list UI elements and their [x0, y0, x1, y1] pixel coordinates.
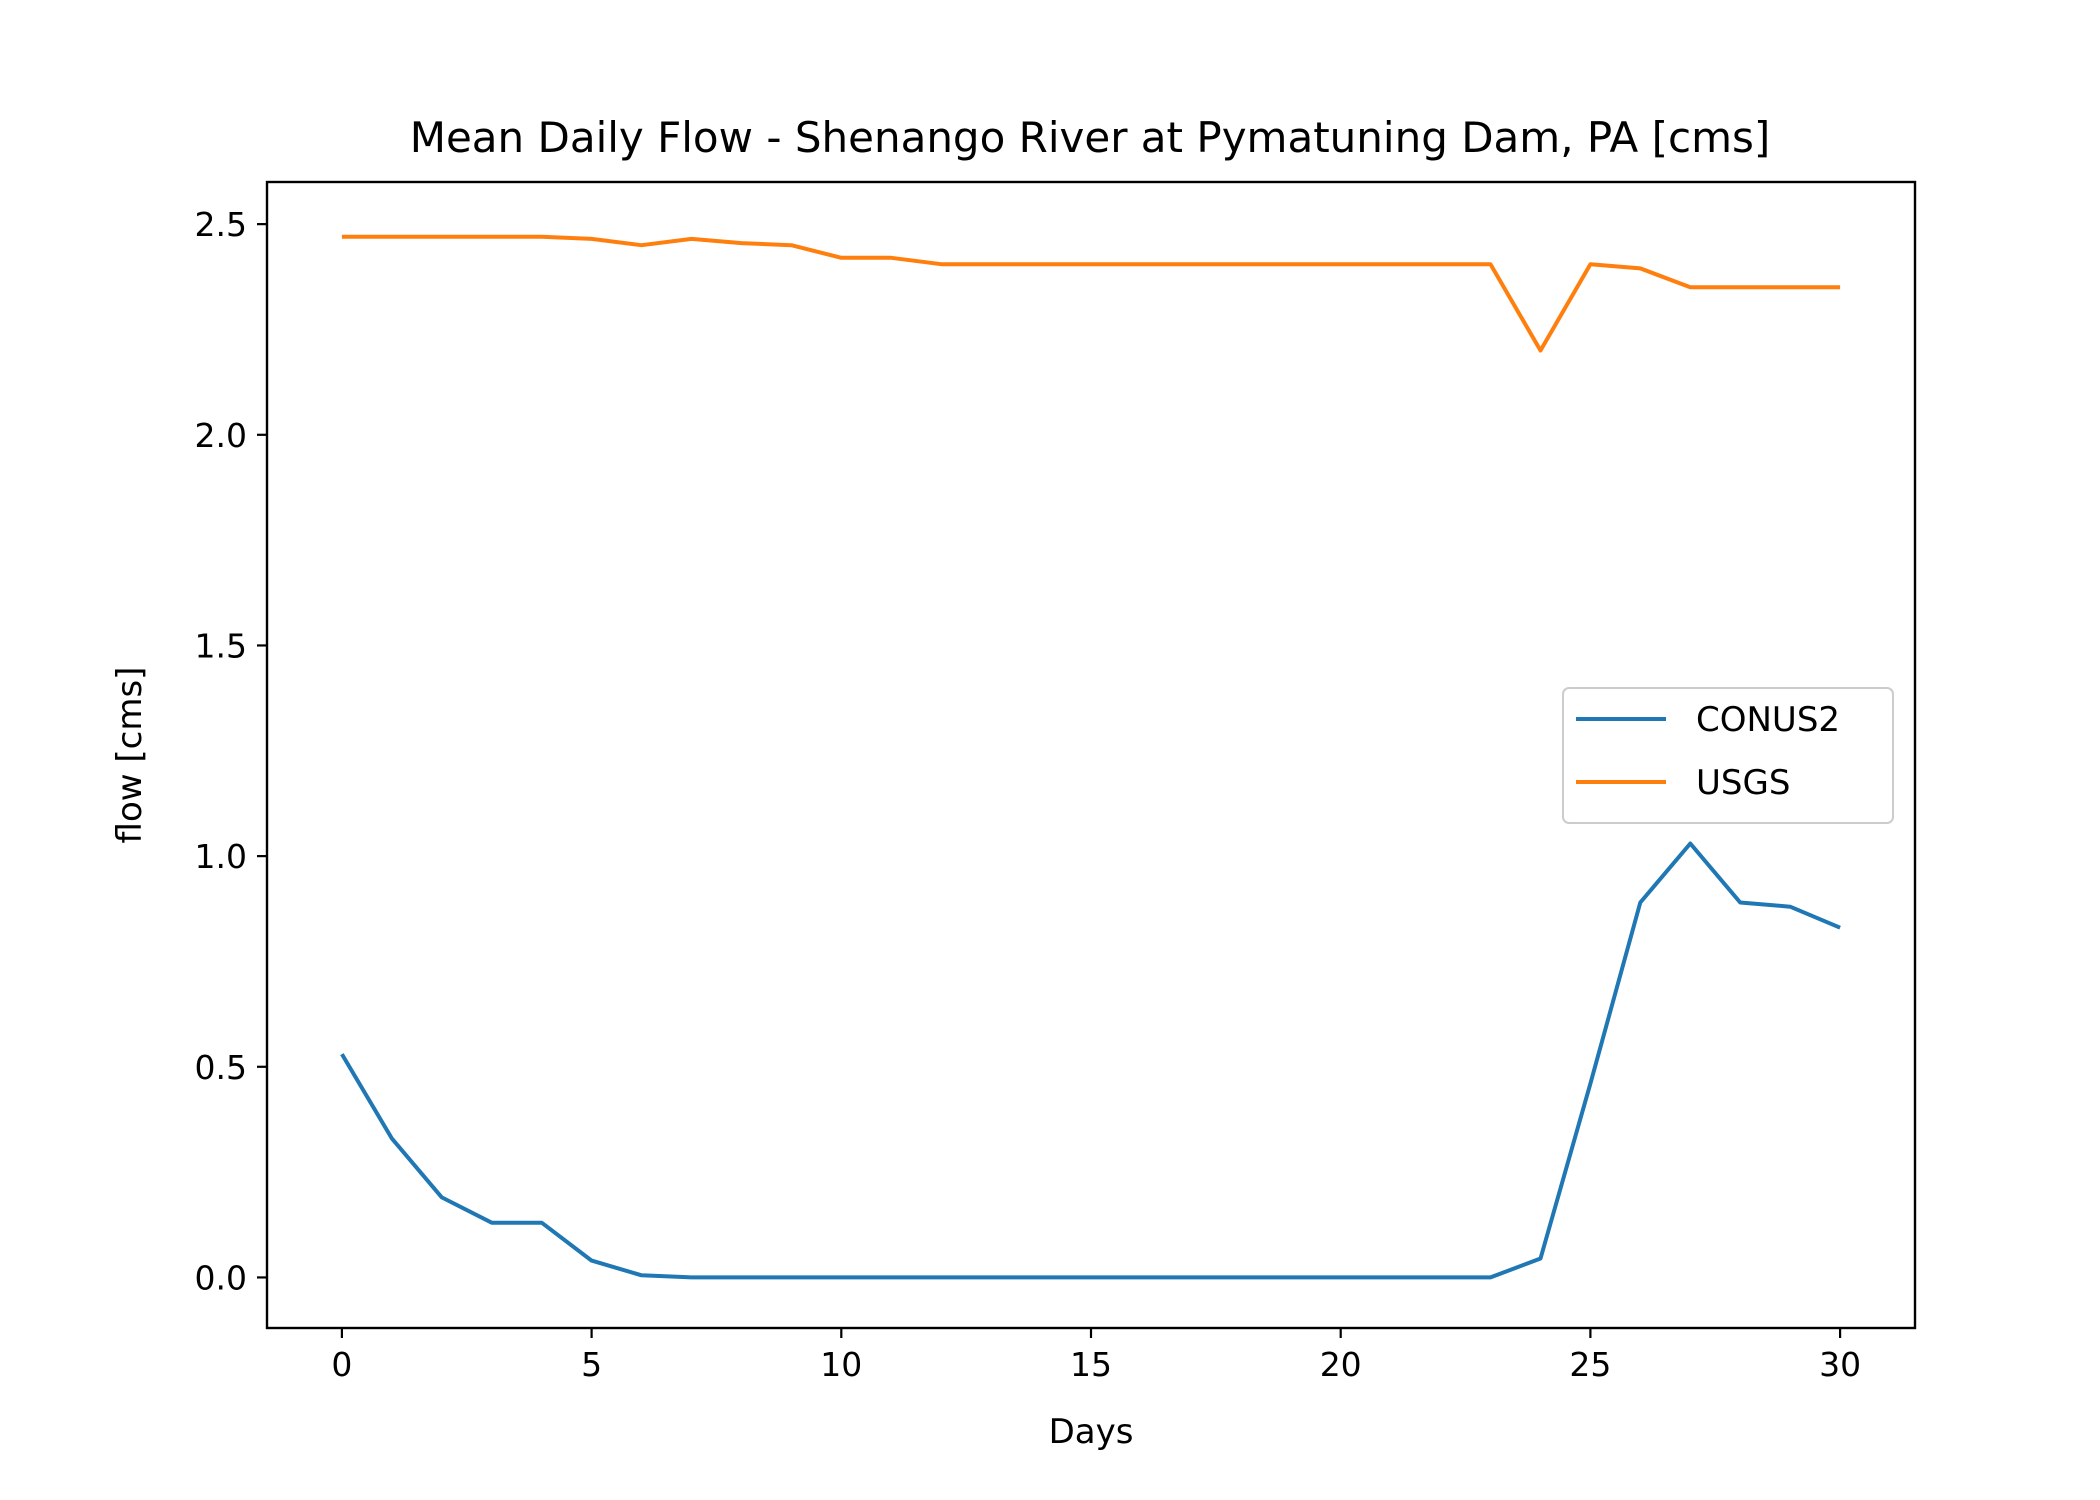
legend: CONUS2 USGS	[1562, 687, 1894, 824]
legend-label-usgs: USGS	[1696, 763, 1790, 803]
series-line-usgs	[341, 234, 1841, 353]
legend-label-conus2: CONUS2	[1696, 700, 1840, 740]
x-tick-label: 5	[581, 1345, 602, 1384]
y-axis-ticks: 0.0 0.5 1.0 1.5 2.0 2.5	[195, 205, 267, 1297]
series-layer	[340, 234, 1841, 1280]
plot-area: 0 5 10 15 20 25 30 0.0 0.5 1.0 1.5 2.0 2.5	[195, 180, 1917, 1384]
x-axis-label: Days	[1049, 1412, 1134, 1452]
x-tick-label: 15	[1070, 1345, 1112, 1384]
legend-box	[1562, 687, 1894, 824]
y-tick-label: 2.0	[195, 416, 247, 455]
x-tick-label: 25	[1569, 1345, 1611, 1384]
y-tick-label: 1.0	[195, 837, 247, 876]
series-line-conus2	[340, 841, 1841, 1280]
y-tick-label: 0.0	[195, 1258, 247, 1297]
y-tick-label: 0.5	[195, 1048, 247, 1087]
y-axis-label: flow [cms]	[110, 667, 150, 844]
x-axis-ticks: 0 5 10 15 20 25 30	[331, 1328, 1861, 1384]
chart-title: Mean Daily Flow - Shenango River at Pyma…	[410, 113, 1771, 162]
y-tick-label: 1.5	[195, 626, 247, 665]
x-tick-label: 0	[331, 1345, 352, 1384]
y-tick-label: 2.5	[195, 205, 247, 244]
x-tick-label: 10	[820, 1345, 862, 1384]
x-tick-label: 20	[1320, 1345, 1362, 1384]
x-tick-label: 30	[1819, 1345, 1861, 1384]
